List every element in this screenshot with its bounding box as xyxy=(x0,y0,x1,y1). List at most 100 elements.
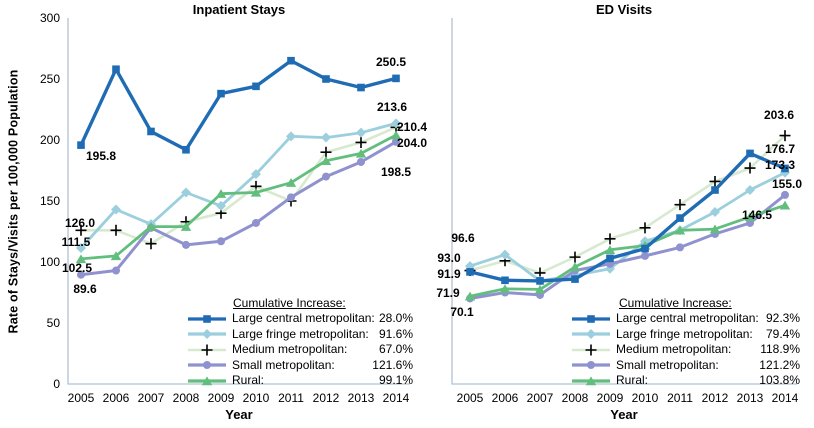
diamond-marker xyxy=(321,132,331,143)
large-fringe-line-marker-icon xyxy=(186,328,232,340)
triangle-marker xyxy=(355,148,367,158)
plus-marker xyxy=(320,146,332,158)
square-marker xyxy=(781,164,789,173)
square-marker xyxy=(203,315,211,323)
circle-marker xyxy=(217,237,225,246)
legend-item-small: Small metropolitan: 121.6% xyxy=(186,358,413,373)
circle-marker xyxy=(77,270,85,279)
legend-label: Rural: xyxy=(232,372,265,387)
triangle-marker xyxy=(585,376,597,385)
y-tick-label: 200 xyxy=(40,133,60,147)
x-tick-label: 2010 xyxy=(632,391,659,405)
legend-value: 79.4% xyxy=(765,326,800,341)
series-large-central xyxy=(466,149,789,285)
legend-label: Medium metropolitan: xyxy=(232,342,348,357)
x-tick-label: 2007 xyxy=(527,391,554,405)
plus-marker xyxy=(110,224,122,236)
circle-marker xyxy=(781,190,789,199)
triangle-marker xyxy=(674,225,686,235)
chart-title-ed: ED Visits xyxy=(595,2,653,17)
axis-lines xyxy=(67,18,410,385)
large-central-line-marker-icon xyxy=(570,313,616,325)
plus-marker xyxy=(355,136,367,148)
triangle-marker xyxy=(110,251,122,261)
legend-value: 103.8% xyxy=(759,372,800,387)
x-tick-label: 2010 xyxy=(243,391,270,405)
square-marker xyxy=(217,89,225,98)
medium-line-marker-icon xyxy=(186,344,232,356)
data-label: 173.3 xyxy=(765,158,795,172)
legend-ed: Cumulative Increase: Large central metro… xyxy=(570,296,800,388)
large-central-line-marker-icon xyxy=(186,313,232,325)
data-label: 213.6 xyxy=(377,100,407,114)
data-label: 93.0 xyxy=(437,251,461,265)
legend-label: Large central metropolitan: xyxy=(232,311,375,326)
circle-marker xyxy=(203,361,211,370)
plus-marker xyxy=(569,251,581,263)
legend-label: Small metropolitan: xyxy=(616,357,719,372)
circle-marker xyxy=(357,157,365,166)
legend-inpatient: Cumulative Increase: Large central metro… xyxy=(186,296,413,388)
y-tick-label: 100 xyxy=(40,255,60,269)
data-label: 204.0 xyxy=(397,136,427,150)
data-label: 70.1 xyxy=(450,305,474,319)
square-marker xyxy=(112,65,120,74)
circle-marker xyxy=(252,218,260,227)
legend-value: 92.3% xyxy=(765,311,800,326)
legend-label: Large fringe metropolitan: xyxy=(232,326,369,341)
circle-marker xyxy=(641,251,649,260)
legend-value: 28.0% xyxy=(378,311,413,326)
triangle-marker xyxy=(569,262,581,272)
x-tick-label: 2014 xyxy=(383,391,410,405)
data-label: 96.6 xyxy=(451,231,475,245)
square-marker xyxy=(357,83,365,92)
small-line-marker-icon xyxy=(186,359,232,371)
legend-item-medium: Medium metropolitan: 118.9% xyxy=(570,342,800,357)
diamond-marker xyxy=(586,329,596,340)
diamond-marker xyxy=(500,249,510,260)
square-marker xyxy=(392,74,400,83)
y-tick-label: 300 xyxy=(40,11,60,25)
plus-marker xyxy=(674,199,686,211)
square-marker xyxy=(641,244,649,253)
x-tick-label: 2008 xyxy=(562,391,589,405)
series-large-central xyxy=(77,56,400,154)
x-tick-label: 2014 xyxy=(772,391,799,405)
legend-item-large-fringe: Large fringe metropolitan: 79.4% xyxy=(570,327,800,342)
y-tick-label: 0 xyxy=(53,377,60,391)
diamond-marker xyxy=(216,200,226,211)
legend-title: Cumulative Increase: xyxy=(233,296,346,310)
x-axis-title-right: Year xyxy=(610,407,638,422)
x-tick-label: 2006 xyxy=(492,391,519,405)
x-tick-label: 2008 xyxy=(173,391,200,405)
legend-value: 67.0% xyxy=(378,342,413,357)
legend-title: Cumulative Increase: xyxy=(619,296,732,310)
plus-marker xyxy=(75,224,87,236)
data-label: 102.5 xyxy=(62,261,92,275)
square-marker xyxy=(676,214,684,222)
diamond-marker xyxy=(251,169,261,180)
legend-item-large-central: Large central metropolitan: 28.0% xyxy=(186,311,413,326)
plus-marker xyxy=(744,162,756,174)
square-marker xyxy=(147,127,155,136)
x-tick-label: 2012 xyxy=(313,391,340,405)
square-marker xyxy=(606,254,614,263)
large-fringe-line-marker-icon xyxy=(570,328,616,340)
x-tick-label: 2007 xyxy=(138,391,165,405)
plus-marker xyxy=(639,222,651,234)
diamond-marker xyxy=(710,206,720,217)
data-label: 250.5 xyxy=(376,55,406,69)
data-label: 111.5 xyxy=(62,235,91,249)
diamond-marker xyxy=(356,127,366,138)
data-label: 203.6 xyxy=(764,108,794,122)
data-label: 146.5 xyxy=(742,208,772,222)
plus-marker xyxy=(585,344,597,356)
chart-title-inpatient: Inpatient Stays xyxy=(192,2,286,17)
rural-line-marker-icon xyxy=(570,375,616,387)
legend-value: 118.9% xyxy=(760,342,800,357)
diamond-marker xyxy=(76,242,86,253)
triangle-marker xyxy=(534,284,546,294)
plus-marker xyxy=(709,175,721,187)
